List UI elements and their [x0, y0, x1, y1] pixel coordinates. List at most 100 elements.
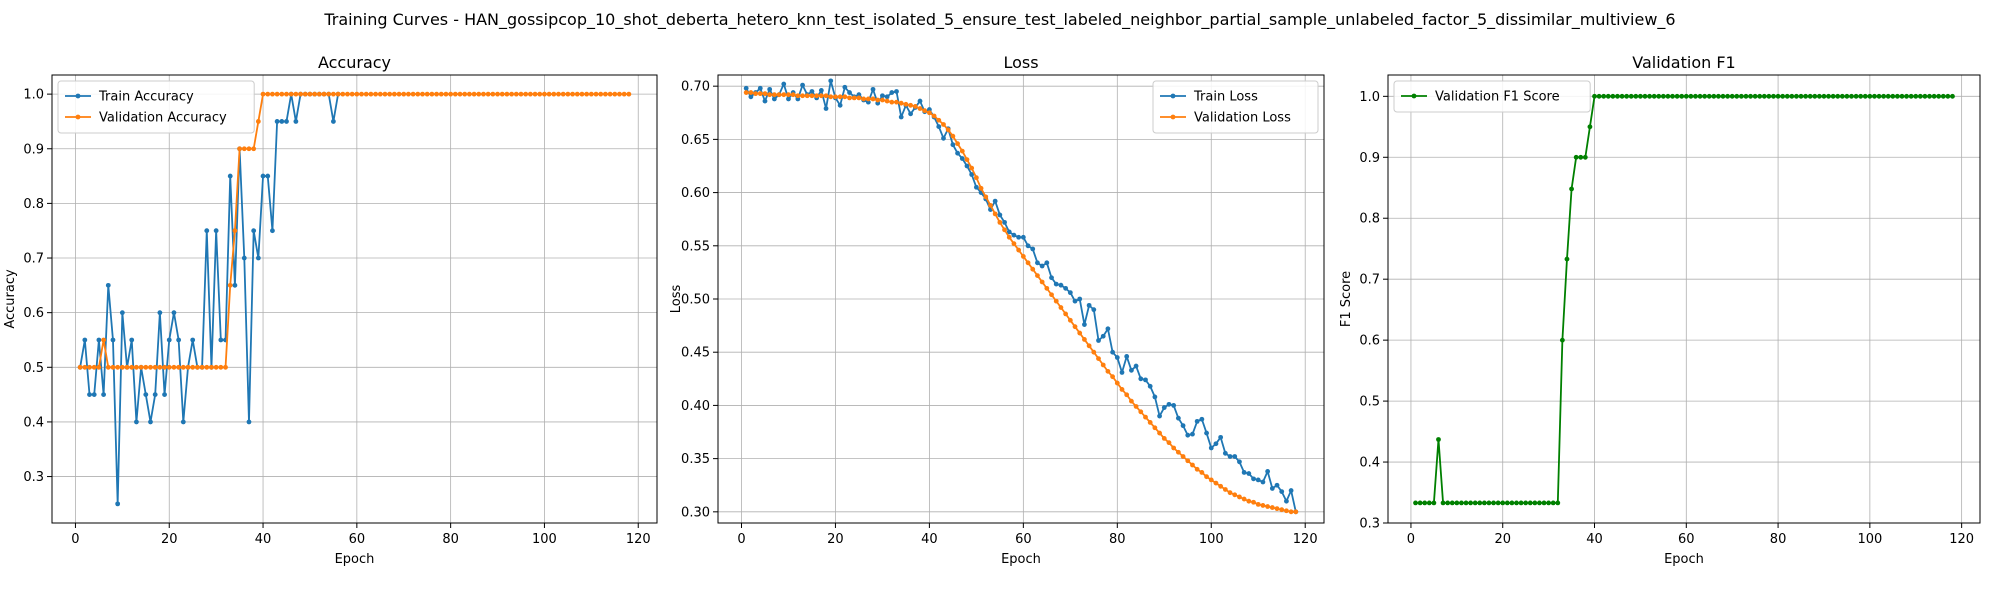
- data-point: [607, 91, 613, 97]
- y-tick-label: 0.65: [681, 133, 710, 148]
- data-point: [1067, 317, 1073, 323]
- data-point: [1509, 500, 1515, 506]
- data-point: [448, 91, 454, 97]
- data-point: [1255, 477, 1261, 483]
- data-point: [1945, 93, 1951, 99]
- data-point: [588, 91, 594, 97]
- data-point: [1734, 93, 1740, 99]
- data-point: [1523, 500, 1529, 506]
- data-point: [828, 78, 834, 84]
- data-point: [1445, 500, 1451, 506]
- data-point: [1274, 506, 1280, 512]
- x-tick-label: 80: [442, 532, 459, 547]
- data-point: [251, 228, 257, 234]
- legend: Train Accuracy Validation Accuracy: [57, 80, 255, 134]
- data-point: [997, 219, 1003, 225]
- figure-suptitle: Training Curves - HAN_gossipcop_10_shot_…: [323, 10, 1675, 30]
- data-point: [119, 364, 125, 370]
- data-point: [1138, 376, 1144, 382]
- chart-panel-2: 0 20 40 60 80 100 120 0.30 0.35 0.40 0.45 0.50 0.55 0…: [669, 53, 1325, 567]
- data-point: [542, 91, 547, 97]
- data-point: [138, 364, 144, 370]
- data-point: [800, 82, 805, 88]
- x-tick-label: 100: [532, 532, 557, 547]
- legend-label: Train Loss: [1193, 90, 1258, 105]
- data-point: [884, 94, 890, 100]
- data-point: [110, 364, 116, 370]
- data-point: [917, 98, 923, 104]
- data-point: [471, 91, 477, 97]
- data-point: [790, 92, 796, 98]
- data-point: [134, 364, 139, 370]
- data-point: [1157, 430, 1162, 436]
- legend-label: Train Accuracy: [98, 90, 194, 105]
- data-point: [518, 91, 524, 97]
- data-point: [1794, 93, 1799, 99]
- data-point: [162, 364, 167, 370]
- data-point: [1504, 500, 1510, 506]
- y-axis-label: Loss: [669, 285, 684, 314]
- data-point: [190, 364, 196, 370]
- data-point: [743, 90, 749, 95]
- data-point: [973, 184, 979, 190]
- data-point: [260, 91, 266, 97]
- data-point: [237, 146, 243, 152]
- data-point: [1063, 285, 1069, 291]
- data-point: [1890, 93, 1896, 99]
- data-point: [1251, 499, 1256, 505]
- data-point: [204, 364, 210, 370]
- data-point: [1091, 349, 1097, 355]
- legend-marker: [75, 114, 81, 120]
- data-point: [1784, 93, 1790, 99]
- data-point: [828, 94, 834, 100]
- x-tick-label: 0: [737, 532, 745, 547]
- data-point: [945, 127, 951, 133]
- data-point: [105, 364, 111, 370]
- data-point: [936, 124, 942, 130]
- data-point: [1849, 93, 1854, 99]
- data-point: [1803, 93, 1809, 99]
- data-point: [1016, 247, 1022, 253]
- data-point: [1279, 507, 1285, 513]
- data-point: [1058, 282, 1064, 288]
- data-point: [842, 84, 848, 90]
- data-point: [743, 85, 749, 91]
- data-point: [1454, 500, 1460, 506]
- data-point: [1049, 292, 1054, 298]
- data-point: [1288, 488, 1294, 493]
- data-point: [1931, 93, 1937, 99]
- data-point: [1063, 311, 1069, 317]
- legend: Validation F1 Score: [1393, 80, 1591, 113]
- x-tick-label: 40: [921, 532, 938, 547]
- data-point: [748, 90, 754, 95]
- x-tick-label: 120: [1293, 532, 1318, 547]
- data-point: [584, 91, 590, 97]
- data-point: [1881, 93, 1887, 99]
- data-point: [180, 419, 186, 425]
- legend-marker: [75, 93, 81, 99]
- data-point: [814, 93, 820, 99]
- data-point: [1049, 275, 1054, 281]
- data-point: [1194, 418, 1200, 424]
- legend: Train Loss Validation Loss: [1152, 80, 1319, 134]
- data-point: [1035, 260, 1040, 266]
- y-tick-label: 0.50: [681, 293, 710, 308]
- data-point: [1086, 302, 1092, 308]
- data-point: [265, 91, 271, 97]
- y-axis-label: F1 Score: [1339, 271, 1354, 327]
- data-point: [349, 91, 355, 97]
- data-point: [148, 364, 153, 370]
- chart-title: Loss: [1003, 53, 1038, 72]
- data-point: [762, 91, 768, 97]
- data-point: [908, 102, 913, 108]
- data-point: [1053, 281, 1059, 287]
- data-point: [1082, 337, 1087, 342]
- data-point: [1067, 290, 1073, 296]
- data-point: [363, 91, 369, 97]
- x-tick-label: 80: [1770, 532, 1787, 547]
- data-point: [1269, 486, 1275, 491]
- y-tick-label: 0.5: [23, 361, 44, 376]
- data-point: [1143, 377, 1148, 383]
- data-point: [1110, 349, 1115, 355]
- plot-frame: [1387, 74, 1981, 524]
